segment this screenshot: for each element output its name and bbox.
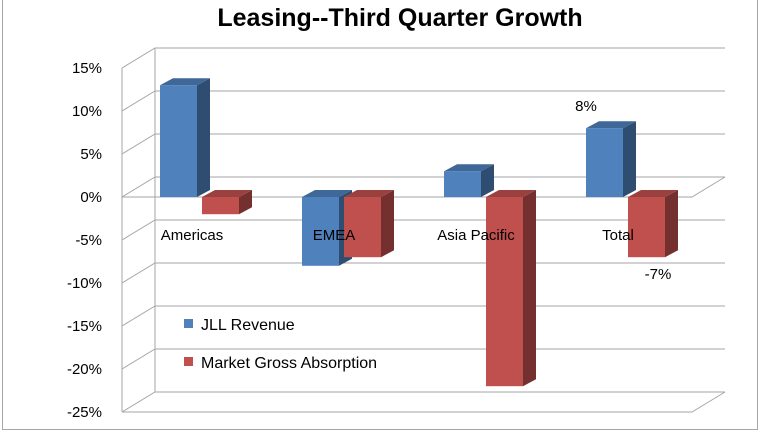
- bar-total-market-gross-absorption: [628, 190, 678, 258]
- legend-label: JLL Revenue: [201, 317, 295, 334]
- legend-swatch: [184, 357, 193, 366]
- bars: [160, 78, 678, 387]
- bar-americas-jll-revenue-front: [160, 85, 197, 197]
- data-label: -7%: [645, 266, 672, 283]
- x-tick-label: EMEA: [313, 227, 356, 244]
- y-tick-label: -15%: [67, 318, 102, 335]
- y-tick-label: -5%: [75, 232, 102, 249]
- bar-emea-market-gross-absorption-front: [344, 197, 381, 258]
- bar-americas-jll-revenue-top: [160, 78, 210, 86]
- labels: Americas EMEA Asia Pacific Total 8% -7%: [161, 98, 672, 283]
- bar-asia-pacific-market-gross-absorption: [486, 190, 536, 387]
- gridline: [121, 47, 725, 69]
- x-tick-label: Total: [602, 227, 634, 244]
- y-tick-label: 5%: [80, 146, 102, 163]
- bar-americas-market-gross-absorption-side: [239, 190, 252, 215]
- gridline: [121, 90, 725, 112]
- bar-americas-jll-revenue-side: [197, 78, 210, 197]
- data-label: 8%: [575, 98, 597, 115]
- bar-americas-market-gross-absorption-front: [202, 197, 239, 215]
- y-tick-label: -20%: [67, 361, 102, 378]
- legend: JLL Revenue Market Gross Absorption: [184, 317, 377, 372]
- legend-label: Market Gross Absorption: [201, 355, 377, 372]
- bar-asia-pacific-jll-revenue-front: [444, 171, 481, 197]
- y-tick-label: -25%: [67, 404, 102, 421]
- bar-total-jll-revenue-front: [586, 128, 623, 197]
- bar-emea-jll-revenue-top: [302, 190, 352, 197]
- bar-asia-pacific-market-gross-absorption-front: [486, 197, 523, 387]
- y-tick-label: 15%: [72, 60, 102, 77]
- y-axis: 15% 10% 5% 0% -5% -10% -15% -20% -25%: [67, 60, 102, 421]
- gridlines: [121, 47, 726, 413]
- bar-americas-market-gross-absorption-top: [202, 190, 252, 197]
- bar-total-jll-revenue-top: [586, 121, 636, 129]
- bar-americas-market-gross-absorption: [202, 190, 252, 215]
- bar-asia-pacific-market-gross-absorption-side: [523, 190, 536, 387]
- bar-total-jll-revenue-side: [623, 121, 636, 197]
- bar-emea-jll-revenue: [302, 190, 352, 266]
- chart-title: Leasing--Third Quarter Growth: [217, 4, 582, 32]
- x-tick-label: Asia Pacific: [437, 227, 515, 244]
- bar-total-market-gross-absorption-side: [665, 190, 678, 258]
- bar-emea-market-gross-absorption-top: [344, 190, 394, 197]
- bar-emea-jll-revenue-front: [302, 197, 339, 266]
- legend-swatch: [184, 319, 193, 328]
- bar-emea-market-gross-absorption-side: [381, 190, 394, 258]
- bar-asia-pacific-jll-revenue-top: [444, 164, 494, 172]
- y-tick-label: 0%: [80, 189, 102, 206]
- bar-total-market-gross-absorption-top: [628, 190, 678, 197]
- bar-total-jll-revenue: [586, 121, 636, 197]
- bar-americas-jll-revenue: [160, 78, 210, 197]
- bar-total-market-gross-absorption-front: [628, 197, 665, 258]
- gridline: [121, 262, 725, 284]
- x-tick-label: Americas: [161, 227, 224, 244]
- y-tick-label: 10%: [72, 103, 102, 120]
- bar-asia-pacific-jll-revenue: [444, 164, 494, 197]
- floor-edge: [122, 391, 726, 413]
- gridline: [121, 391, 725, 413]
- y-tick-label: -10%: [67, 275, 102, 292]
- bar-asia-pacific-jll-revenue-side: [481, 164, 494, 197]
- bar-emea-market-gross-absorption: [344, 190, 394, 258]
- bar-asia-pacific-market-gross-absorption-top: [486, 190, 536, 197]
